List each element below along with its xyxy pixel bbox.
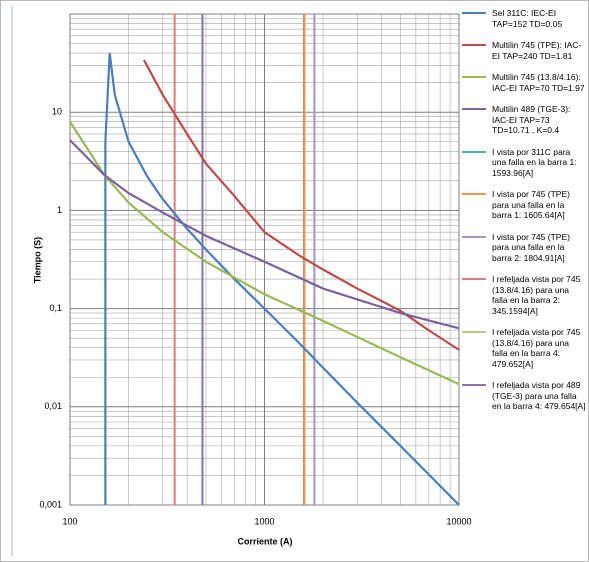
legend-item: Sel 311C: IEC-EI TAP=152 TD=0.05 xyxy=(460,8,586,29)
curve xyxy=(69,139,460,330)
plot-border xyxy=(69,13,460,506)
legend-swatch xyxy=(462,278,486,280)
y-tick-label: 1 xyxy=(57,205,62,215)
legend-swatch xyxy=(462,12,486,14)
y-axis-label: Tiempo (S) xyxy=(32,237,42,283)
legend-label: Multilin 745 (13.8/4.16): IAC-EI TAP=70 … xyxy=(492,72,585,93)
legend-item: I refeljada vista por 745 (13.8/4.16) pa… xyxy=(460,274,586,316)
legend-item: Multilin 489 (TGE-3): IAC-EI TAP=73 TD=1… xyxy=(460,104,586,136)
legend-item: I vista por 745 (TPE) para una falla en … xyxy=(460,189,586,221)
x-axis-label: Corriente (A) xyxy=(237,536,292,546)
legend-swatch xyxy=(462,108,486,110)
legend-item: I refeljada vista por 745 (13.8/4.16) pa… xyxy=(460,327,586,369)
legend-label: Multilin 489 (TGE-3): IAC-EI TAP=73 TD=1… xyxy=(492,104,571,135)
legend-item: I vista por 311C para una falla en la ba… xyxy=(460,147,586,179)
x-tick-label: 10000 xyxy=(446,516,471,526)
legend-swatch xyxy=(462,44,486,46)
legend-item: I vista por 745 (TPE) para una falla en … xyxy=(460,232,586,264)
x-tick-label: 100 xyxy=(62,516,77,526)
legend: Sel 311C: IEC-EI TAP=152 TD=0.05 Multilin… xyxy=(460,8,586,412)
legend-label: I vista por 745 (TPE) para una falla en … xyxy=(492,189,570,220)
legend-label: I refeljada vista por 489 (TGE-3) para u… xyxy=(492,380,586,411)
curve xyxy=(104,52,460,506)
legend-item: I refeljada vista por 489 (TGE-3) para u… xyxy=(460,380,586,412)
curve xyxy=(142,59,460,351)
legend-swatch xyxy=(462,150,486,153)
legend-swatch xyxy=(462,235,486,238)
y-tick-label: 0,01 xyxy=(44,401,62,411)
legend-label: I refeljada vista por 745 (13.8/4.16) pa… xyxy=(492,327,581,369)
y-tick-label: 0,001 xyxy=(39,499,62,509)
legend-swatch xyxy=(462,193,486,195)
legend-swatch xyxy=(462,384,486,386)
curve xyxy=(69,121,460,386)
legend-swatch xyxy=(462,76,486,78)
y-tick-label: 0,1 xyxy=(49,303,62,313)
legend-item: Multilin 745 (TPE): IAC-EI TAP=240 TD=1.… xyxy=(460,40,586,61)
legend-item: Multilin 745 (13.8/4.16): IAC-EI TAP=70 … xyxy=(460,72,586,93)
legend-label: Multilin 745 (TPE): IAC-EI TAP=240 TD=1.… xyxy=(492,40,582,61)
legend-label: I vista por 745 (TPE) para una falla en … xyxy=(492,231,570,263)
y-tick-label: 10 xyxy=(52,107,62,117)
legend-swatch xyxy=(462,331,486,333)
legend-label: Sel 311C: IEC-EI TAP=152 TD=0.05 xyxy=(492,8,563,29)
legend-label: I refeljada vista por 745 (13.8/4.16) pa… xyxy=(492,274,581,316)
legend-label: I vista por 311C para una falla en la ba… xyxy=(492,146,577,178)
x-tick-label: 1000 xyxy=(254,516,274,526)
